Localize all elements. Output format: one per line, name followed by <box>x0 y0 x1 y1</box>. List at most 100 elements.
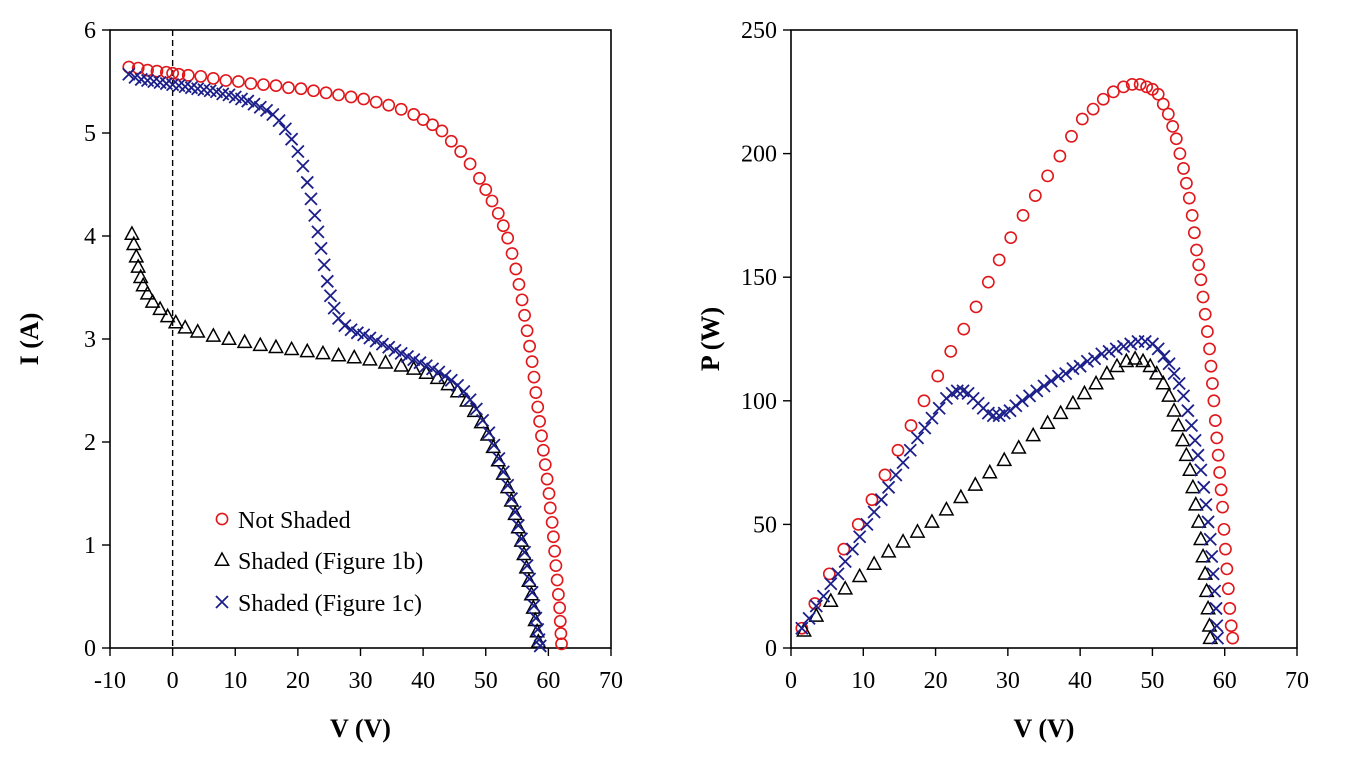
pv-point-circle <box>1028 189 1042 203</box>
pv-point-cross <box>889 468 903 482</box>
iv-point-circle <box>512 278 526 291</box>
pv-point-cross <box>831 567 845 581</box>
legend-label-shaded-1c: Shaded (Figure 1c) <box>238 591 422 617</box>
iv-point-cross <box>291 144 305 159</box>
pv-point-cross <box>896 455 910 470</box>
pv-point-triangle <box>1135 352 1151 368</box>
iv-point-circle <box>535 429 548 443</box>
iv-point-cross <box>463 393 477 407</box>
pv-point-triangle <box>1127 350 1143 365</box>
iv-point-circle <box>269 79 283 93</box>
iv-point-triangle <box>152 300 169 316</box>
iv-point-cross <box>388 343 402 357</box>
pv-point-circle <box>1226 631 1240 645</box>
iv-point-cross <box>327 301 341 315</box>
iv-point-triangle <box>523 585 540 601</box>
pv-point-cross <box>1210 631 1225 645</box>
iv-point-circle <box>150 64 164 78</box>
pv-point-cross <box>1176 389 1191 403</box>
iv-point-circle <box>538 458 552 472</box>
pv-point-circle <box>1223 602 1237 615</box>
iv-point-cross <box>501 478 515 492</box>
iv-point-cross <box>253 100 267 114</box>
pv-point-cross <box>867 505 881 519</box>
pv-point-circle <box>1161 107 1175 121</box>
iv-point-triangle <box>177 319 194 334</box>
iv-point-circle <box>485 194 499 208</box>
iv-point-circle <box>294 82 308 96</box>
pv-point-circle <box>1219 542 1232 556</box>
iv-point-cross <box>300 175 314 190</box>
pv-point-triangle <box>1197 565 1214 580</box>
pv-point-triangle <box>1166 402 1183 417</box>
pv-point-cross <box>1073 359 1087 373</box>
iv-point-triangle <box>205 327 222 342</box>
iv-point-circle <box>219 74 233 87</box>
pv-point-cross <box>1205 549 1219 564</box>
iv-point-triangle <box>346 348 363 364</box>
iv-point-cross <box>496 465 510 479</box>
pv-point-triangle <box>1200 599 1217 615</box>
iv-point-triangle <box>128 248 145 263</box>
pv-point-circle <box>1041 169 1055 183</box>
iv-series-circle <box>122 60 568 651</box>
pv-point-circle <box>1224 619 1238 633</box>
iv-point-triangle <box>516 545 532 561</box>
iv-point-cross <box>425 362 440 376</box>
iv-point-circle <box>122 60 136 74</box>
pv-point-circle <box>1198 307 1212 321</box>
pv-point-cross <box>1184 418 1199 433</box>
pv-point-triangle <box>981 463 998 479</box>
iv-point-circle <box>231 75 245 88</box>
pv-point-triangle <box>1155 374 1172 390</box>
iv-point-circle <box>536 443 550 457</box>
pv-point-triangle <box>866 555 883 570</box>
pv-point-triangle <box>1170 416 1187 432</box>
pv-point-cross <box>1201 515 1215 529</box>
pv-point-circle <box>1065 129 1078 143</box>
pv-series-cross <box>795 334 1225 645</box>
iv-point-circle <box>172 67 186 81</box>
pv-point-circle <box>1208 414 1222 427</box>
iv-point-triangle <box>361 351 378 366</box>
pv-point-circle <box>1075 112 1089 126</box>
iv-point-circle <box>548 544 562 558</box>
pv-point-cross <box>1188 433 1202 447</box>
pv-x-tick-label: 0 <box>785 668 797 694</box>
iv-point-circle <box>520 324 534 338</box>
iv-point-cross <box>492 451 506 466</box>
iv-point-triangle <box>377 354 394 369</box>
iv-point-circle <box>529 386 543 399</box>
iv-x-tick-label: 50 <box>474 668 498 694</box>
pv-point-cross <box>1206 567 1220 581</box>
pv-point-cross <box>1194 463 1208 477</box>
pv-point-cross <box>925 411 939 425</box>
iv-y-tick-label: 4 <box>84 224 96 250</box>
pv-point-cross <box>1009 399 1023 413</box>
pv-point-circle <box>1214 483 1228 497</box>
pv-point-triangle <box>1142 357 1159 373</box>
iv-point-cross <box>511 518 525 533</box>
legend-label-not-shaded: Not Shaded <box>238 508 351 534</box>
pv-point-circle <box>1156 97 1170 111</box>
iv-point-triangle <box>521 572 537 588</box>
iv-point-cross <box>482 426 496 440</box>
pv-point-triangle <box>938 500 955 516</box>
pv-point-circle <box>1173 147 1187 160</box>
iv-x-tick-label: 30 <box>349 668 373 694</box>
pv-point-circle <box>1190 243 1203 257</box>
iv-point-cross <box>457 384 471 399</box>
iv-x-tick-label: 20 <box>286 668 310 694</box>
pv-point-cross <box>1037 379 1051 393</box>
pv-chart: 0 10 20 30 40 50 60 70 0 50 100 150 200 250 V (V) P (… <box>696 18 1309 743</box>
iv-point-triangle <box>440 375 457 391</box>
iv-point-triangle <box>315 344 331 360</box>
iv-point-circle <box>549 559 563 572</box>
iv-point-cross <box>529 611 543 625</box>
pv-point-cross <box>1138 334 1152 349</box>
iv-point-circle <box>382 98 396 112</box>
iv-point-circle <box>540 472 554 486</box>
iv-point-circle <box>531 400 545 414</box>
iv-point-cross <box>344 323 358 337</box>
iv-point-cross <box>413 356 427 370</box>
